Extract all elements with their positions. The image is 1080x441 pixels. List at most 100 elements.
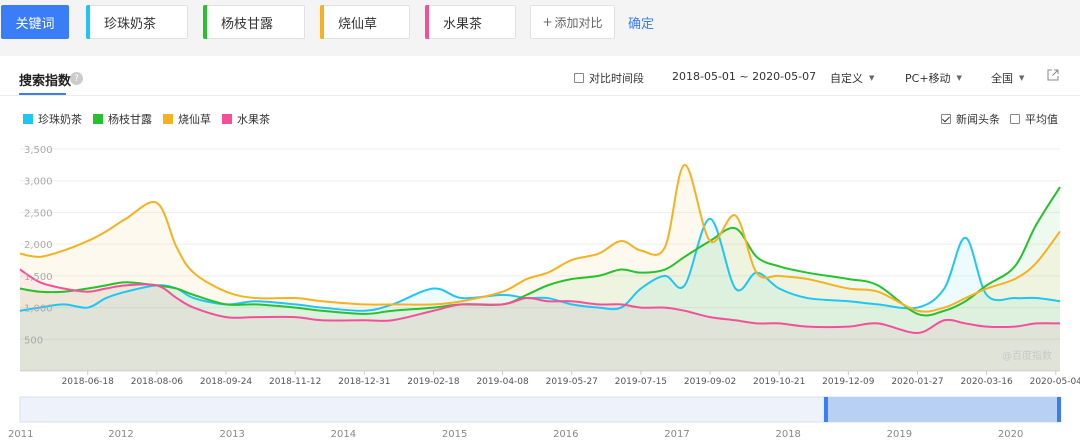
average-label: 平均值 bbox=[1025, 113, 1058, 126]
overview-handle-right[interactable] bbox=[1057, 397, 1061, 422]
average-toggle[interactable]: 平均值 bbox=[1010, 111, 1058, 127]
data-point bbox=[964, 297, 966, 299]
x-axis-ticks: 2018-06-18 2018-08-06 2018-09-24 2018-11-12… bbox=[62, 371, 1080, 387]
overview-handle-left[interactable] bbox=[823, 397, 828, 422]
series-line bbox=[19, 186, 1061, 317]
legend-item[interactable]: 烧仙草 bbox=[163, 111, 211, 127]
add-compare-label: 添加对比 bbox=[554, 15, 603, 30]
data-point bbox=[63, 303, 65, 305]
panel-title: 搜索指数 bbox=[19, 74, 72, 89]
help-icon[interactable]: ? bbox=[70, 72, 83, 85]
data-point bbox=[525, 297, 527, 299]
data-point bbox=[620, 240, 622, 242]
legend-label: 珍珠奶茶 bbox=[38, 113, 82, 126]
data-point bbox=[391, 310, 393, 312]
data-point bbox=[1014, 325, 1016, 327]
data-point bbox=[640, 271, 642, 273]
data-point bbox=[321, 310, 323, 312]
data-point bbox=[432, 306, 434, 308]
data-point bbox=[156, 202, 158, 204]
caret-down-icon: ▼ bbox=[1019, 74, 1025, 82]
date-range-display[interactable]: 2018-05-01 ~ 2020-05-07 bbox=[672, 70, 816, 83]
keyword-chip-4[interactable]: 水果茶 bbox=[425, 5, 516, 39]
series-area bbox=[20, 269, 1060, 371]
data-point bbox=[597, 303, 599, 305]
data-point bbox=[640, 287, 642, 289]
news-toggle[interactable]: 新闻头条 bbox=[941, 111, 1000, 127]
data-point bbox=[1014, 297, 1016, 299]
checkbox-icon bbox=[1010, 114, 1020, 124]
legend-item[interactable]: 水果茶 bbox=[222, 111, 270, 127]
x-tick-label: 2018-09-24 bbox=[200, 377, 253, 387]
y-tick-label: 2,500 bbox=[24, 208, 53, 219]
data-point bbox=[391, 319, 393, 321]
keyword-chip-label: 水果茶 bbox=[443, 16, 483, 32]
keyword-color-bar bbox=[320, 5, 324, 39]
data-point bbox=[1014, 265, 1016, 267]
data-point bbox=[87, 240, 89, 242]
custom-range-dropdown[interactable]: 自定义 ▼ bbox=[830, 70, 874, 86]
data-point bbox=[1014, 278, 1016, 280]
data-point bbox=[709, 218, 711, 220]
checkbox-icon bbox=[574, 73, 584, 83]
keyword-tab-button[interactable]: 关键词 bbox=[1, 5, 69, 39]
data-point bbox=[363, 303, 365, 305]
data-point bbox=[755, 271, 757, 273]
data-point bbox=[571, 300, 573, 302]
data-point bbox=[175, 297, 177, 299]
chart-legend: 珍珠奶茶 杨枝甘露 烧仙草 水果茶 bbox=[23, 111, 281, 127]
data-point bbox=[664, 275, 666, 277]
data-point bbox=[847, 300, 849, 302]
data-point bbox=[985, 294, 987, 296]
data-point bbox=[1035, 297, 1037, 299]
external-link-icon[interactable] bbox=[1047, 69, 1059, 81]
data-point bbox=[1059, 186, 1061, 188]
add-compare-button[interactable]: + 添加对比 bbox=[530, 5, 615, 39]
data-point bbox=[964, 322, 966, 324]
region-dropdown[interactable]: 全国 ▼ bbox=[991, 70, 1024, 86]
data-point bbox=[87, 306, 89, 308]
date-range-text: 2018-05-01 ~ 2020-05-07 bbox=[672, 70, 817, 83]
chart-lines bbox=[19, 163, 1061, 334]
data-point bbox=[19, 268, 21, 270]
data-point bbox=[778, 265, 780, 267]
legend-item[interactable]: 杨枝甘露 bbox=[93, 111, 152, 127]
caret-down-icon: ▼ bbox=[869, 74, 875, 82]
data-point bbox=[847, 325, 849, 327]
data-point bbox=[294, 306, 296, 308]
overview-selection[interactable] bbox=[824, 397, 1060, 422]
data-point bbox=[460, 300, 462, 302]
data-point bbox=[87, 291, 89, 293]
device-dropdown[interactable]: PC+移动 ▼ bbox=[905, 70, 962, 86]
data-point bbox=[321, 300, 323, 302]
data-point bbox=[225, 316, 227, 318]
keyword-chip-1[interactable]: 珍珠奶茶 bbox=[86, 5, 188, 39]
confirm-link[interactable]: 确定 bbox=[628, 17, 655, 32]
data-point bbox=[175, 246, 177, 248]
year-label: 2020 bbox=[998, 429, 1023, 440]
data-point bbox=[683, 310, 685, 312]
legend-item[interactable]: 珍珠奶茶 bbox=[23, 111, 82, 127]
overview-year-labels: 2011 2012 2013 2014 2015 2016 2017 2018 2019 2020 bbox=[8, 429, 1023, 440]
data-point bbox=[916, 313, 918, 315]
data-point bbox=[597, 306, 599, 308]
plus-icon: + bbox=[542, 15, 553, 29]
data-point bbox=[19, 287, 21, 289]
y-tick-label: 2,000 bbox=[24, 240, 53, 251]
data-point bbox=[778, 275, 780, 277]
data-point bbox=[734, 227, 736, 229]
data-point bbox=[778, 287, 780, 289]
keyword-chip-2[interactable]: 杨枝甘露 bbox=[203, 5, 305, 39]
compare-period-toggle[interactable]: 对比时间段 bbox=[574, 70, 644, 86]
news-label: 新闻头条 bbox=[956, 113, 1000, 126]
data-point bbox=[1035, 262, 1037, 264]
data-point bbox=[571, 259, 573, 261]
data-point bbox=[254, 316, 256, 318]
keyword-chip-3[interactable]: 烧仙草 bbox=[320, 5, 410, 39]
data-point bbox=[806, 325, 808, 327]
data-point bbox=[571, 278, 573, 280]
data-point bbox=[525, 278, 527, 280]
y-tick-label: 1,500 bbox=[24, 272, 53, 283]
data-point bbox=[755, 322, 757, 324]
data-point bbox=[254, 297, 256, 299]
